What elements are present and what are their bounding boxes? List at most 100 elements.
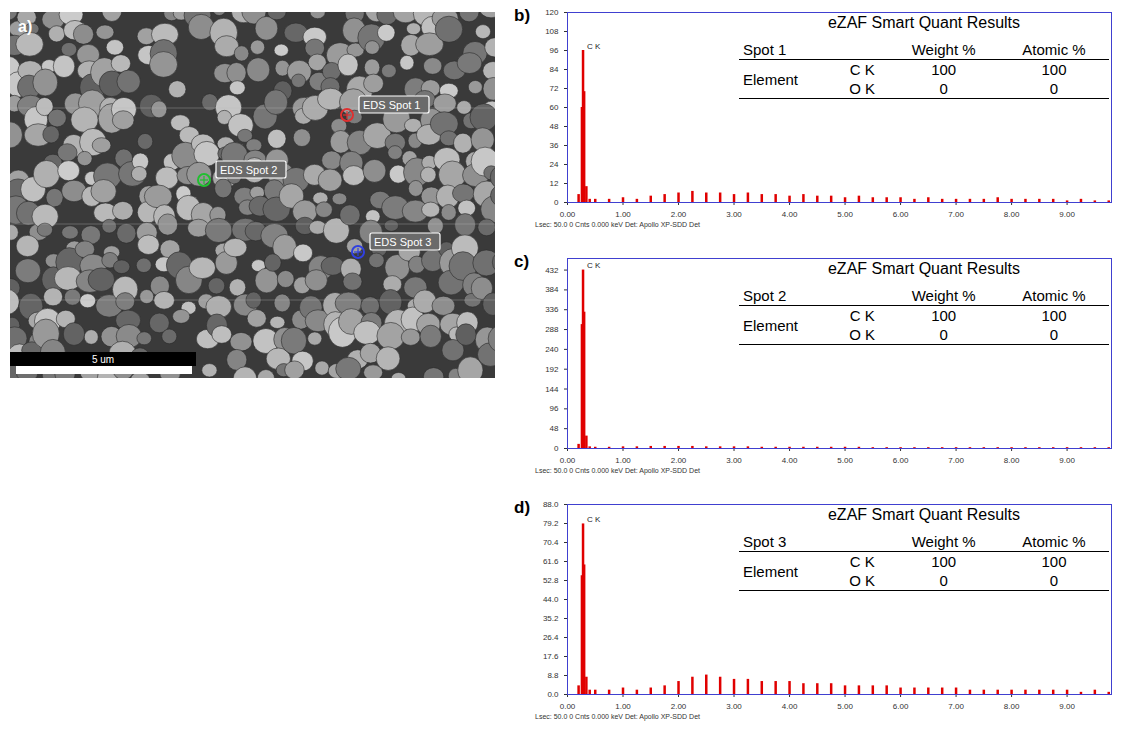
html-text:Element: Element: [743, 316, 798, 334]
html-text:Spot 1: Spot 1: [743, 41, 787, 58]
html-text:100: 100: [1041, 553, 1067, 570]
svg-text:0.00: 0.00: [560, 456, 576, 465]
html-text:C K: C K: [849, 553, 875, 570]
svg-text:C K: C K: [587, 515, 601, 524]
svg-text:70.4: 70.4: [543, 538, 559, 547]
html-text:O K: O K: [849, 80, 876, 97]
svg-text:88.0: 88.0: [543, 500, 559, 509]
html-text:eZAF Smart Quant Results: eZAF Smart Quant Results: [828, 14, 1020, 31]
svg-text:5 um: 5 um: [92, 354, 114, 365]
svg-text:EDS Spot 1: EDS Spot 1: [363, 99, 420, 111]
html-text:100: 100: [931, 61, 957, 78]
svg-text:36: 36: [550, 141, 559, 150]
svg-text:2.00: 2.00: [671, 210, 687, 219]
svg-text:4.00: 4.00: [782, 210, 798, 219]
svg-text:52.8: 52.8: [543, 576, 559, 585]
html-text:eZAF Smart Quant Results: eZAF Smart Quant Results: [828, 260, 1020, 277]
svg-text:6.00: 6.00: [893, 456, 909, 465]
html-text:Element: Element: [743, 562, 798, 580]
html-text:C K: C K: [849, 307, 875, 324]
svg-text:EDS Spot 3: EDS Spot 3: [374, 236, 431, 248]
svg-text:288: 288: [545, 325, 559, 334]
svg-text:5.00: 5.00: [837, 702, 853, 711]
svg-text:61.6: 61.6: [543, 557, 559, 566]
html-text:d): d): [514, 498, 530, 517]
svg-text:C K: C K: [587, 261, 601, 270]
svg-text:0.00: 0.00: [560, 210, 576, 219]
svg-text:3.00: 3.00: [726, 456, 742, 465]
svg-text:9.00: 9.00: [1059, 456, 1075, 465]
html-text:Weight %: Weight %: [911, 533, 976, 550]
svg-text:8.00: 8.00: [1004, 210, 1020, 219]
svg-text:3.00: 3.00: [726, 702, 742, 711]
svg-text:60: 60: [550, 103, 559, 112]
svg-text:8.8: 8.8: [547, 671, 559, 680]
html-text:b): b): [514, 6, 530, 25]
svg-text:6.00: 6.00: [893, 210, 909, 219]
svg-text:0.0: 0.0: [547, 690, 559, 699]
html-text:Weight %: Weight %: [911, 41, 976, 58]
svg-text:35.2: 35.2: [543, 614, 559, 623]
svg-text:96: 96: [550, 46, 559, 55]
svg-text:240: 240: [545, 345, 559, 354]
svg-text:9.00: 9.00: [1059, 702, 1075, 711]
svg-text:17.6: 17.6: [543, 652, 559, 661]
svg-text:26.4: 26.4: [543, 633, 559, 642]
svg-text:8.00: 8.00: [1004, 456, 1020, 465]
svg-text:5.00: 5.00: [837, 456, 853, 465]
html-text:Atomic %: Atomic %: [1022, 41, 1086, 58]
svg-text:24: 24: [550, 160, 559, 169]
svg-text:3.00: 3.00: [726, 210, 742, 219]
html-text:100: 100: [1041, 61, 1067, 78]
svg-text:72: 72: [550, 84, 559, 93]
svg-text:4.00: 4.00: [782, 702, 798, 711]
html-text:Element: Element: [743, 70, 798, 88]
html-text:100: 100: [1041, 307, 1067, 324]
html-text:Weight %: Weight %: [911, 287, 976, 304]
svg-text:12: 12: [550, 179, 559, 188]
html-text:Atomic %: Atomic %: [1022, 533, 1086, 550]
html-text:Spot 2: Spot 2: [743, 287, 787, 304]
svg-text:6.00: 6.00: [893, 702, 909, 711]
svg-text:a): a): [18, 18, 32, 35]
html-text:eZAF Smart Quant Results: eZAF Smart Quant Results: [828, 506, 1020, 523]
svg-text:0.00: 0.00: [560, 702, 576, 711]
svg-text:84: 84: [550, 65, 559, 74]
svg-text:5.00: 5.00: [837, 210, 853, 219]
svg-text:C K: C K: [587, 42, 601, 51]
svg-text:4.00: 4.00: [782, 456, 798, 465]
svg-text:EDS Spot 2: EDS Spot 2: [220, 164, 277, 176]
svg-text:44.0: 44.0: [543, 595, 559, 604]
svg-text:384: 384: [545, 285, 559, 294]
svg-text:96: 96: [550, 404, 559, 413]
svg-text:79.2: 79.2: [543, 519, 559, 528]
svg-text:0: 0: [554, 444, 559, 453]
html-text:C K: C K: [849, 61, 875, 78]
html-text:Spot 3: Spot 3: [743, 533, 787, 550]
svg-text:7.00: 7.00: [948, 210, 964, 219]
svg-text:1.00: 1.00: [615, 210, 631, 219]
svg-text:0: 0: [554, 198, 559, 207]
svg-text:120: 120: [545, 8, 559, 17]
svg-text:1.00: 1.00: [615, 702, 631, 711]
html-text:c): c): [514, 252, 530, 271]
html-text:100: 100: [931, 553, 957, 570]
svg-text:7.00: 7.00: [948, 702, 964, 711]
svg-text:8.00: 8.00: [1004, 702, 1020, 711]
html-text:O K: O K: [849, 326, 876, 343]
html-text:Atomic %: Atomic %: [1022, 287, 1086, 304]
svg-text:336: 336: [545, 305, 559, 314]
svg-text:48: 48: [550, 424, 559, 433]
html-text:O K: O K: [849, 572, 876, 589]
svg-text:9.00: 9.00: [1059, 210, 1075, 219]
svg-text:192: 192: [545, 365, 559, 374]
svg-text:2.00: 2.00: [671, 456, 687, 465]
html-text:100: 100: [931, 307, 957, 324]
svg-text:7.00: 7.00: [948, 456, 964, 465]
svg-text:48: 48: [550, 122, 559, 131]
svg-text:108: 108: [545, 27, 559, 36]
svg-text:2.00: 2.00: [671, 702, 687, 711]
svg-text:432: 432: [545, 266, 559, 275]
svg-text:144: 144: [545, 385, 559, 394]
svg-text:1.00: 1.00: [615, 456, 631, 465]
